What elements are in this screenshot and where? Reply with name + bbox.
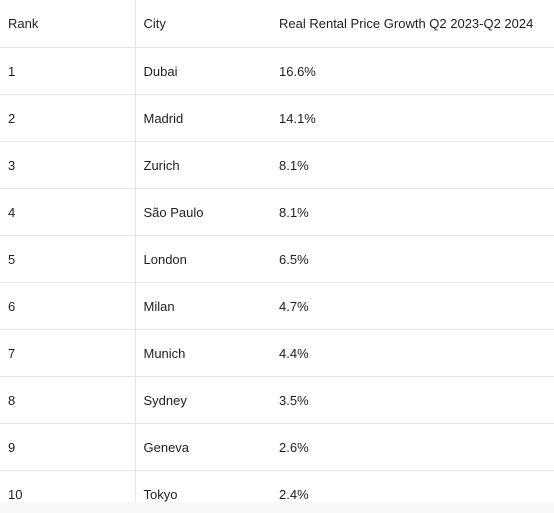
cell-rank: 9 <box>0 423 136 471</box>
table-row: 1 Dubai 16.6% <box>0 47 554 95</box>
cell-city: London <box>135 235 271 283</box>
cell-growth: 4.4% <box>271 329 554 377</box>
cell-city: Madrid <box>135 94 271 142</box>
cell-city: Munich <box>135 329 271 377</box>
cell-growth: 3.5% <box>271 376 554 424</box>
cell-rank: 10 <box>0 470 136 502</box>
cell-city: Milan <box>135 282 271 330</box>
cell-growth: 4.7% <box>271 282 554 330</box>
cell-rank: 2 <box>0 94 136 142</box>
cell-growth: 14.1% <box>271 94 554 142</box>
cell-city: Sydney <box>135 376 271 424</box>
cell-city: Zurich <box>135 141 271 189</box>
cell-rank: 5 <box>0 235 136 283</box>
rental-growth-table-container: Rank City Real Rental Price Growth Q2 20… <box>0 0 554 502</box>
header-rank: Rank <box>0 0 136 48</box>
table-row: 10 Tokyo 2.4% <box>0 470 554 502</box>
header-row: Rank City Real Rental Price Growth Q2 20… <box>0 0 554 48</box>
cell-rank: 3 <box>0 141 136 189</box>
cell-city: Tokyo <box>143 486 178 502</box>
table-row: 3 Zurich 8.1% <box>0 141 554 189</box>
cell-city: Geneva <box>135 423 271 471</box>
cell-rank: 8 <box>0 376 136 424</box>
table-row: 2 Madrid 14.1% <box>0 94 554 142</box>
table-row: 7 Munich 4.4% <box>0 329 554 377</box>
cell-growth: 6.5% <box>271 235 554 283</box>
table-row: 4 São Paulo 8.1% <box>0 188 554 236</box>
table-row: 5 London 6.5% <box>0 235 554 283</box>
cell-rank: 6 <box>0 282 136 330</box>
table-row: 8 Sydney 3.5% <box>0 376 554 424</box>
header-growth: Real Rental Price Growth Q2 2023-Q2 2024 <box>271 0 554 48</box>
cell-growth: 2.6% <box>271 423 554 471</box>
table-row: 6 Milan 4.7% <box>0 282 554 330</box>
cell-growth: 8.1% <box>271 141 554 189</box>
cell-rank: 7 <box>0 329 136 377</box>
cell-rank: 4 <box>0 188 136 236</box>
cell-growth: 8.1% <box>271 188 554 236</box>
cell-growth: 16.6% <box>271 47 554 95</box>
header-city: City <box>135 0 271 48</box>
cell-city: São Paulo <box>135 188 271 236</box>
table-row: 9 Geneva 2.6% <box>0 423 554 471</box>
cell-rank: 1 <box>0 47 136 95</box>
rental-growth-table: Rank City Real Rental Price Growth Q2 20… <box>0 0 554 502</box>
cell-growth: 2.4% <box>279 486 309 502</box>
cell-city: Dubai <box>135 47 271 95</box>
